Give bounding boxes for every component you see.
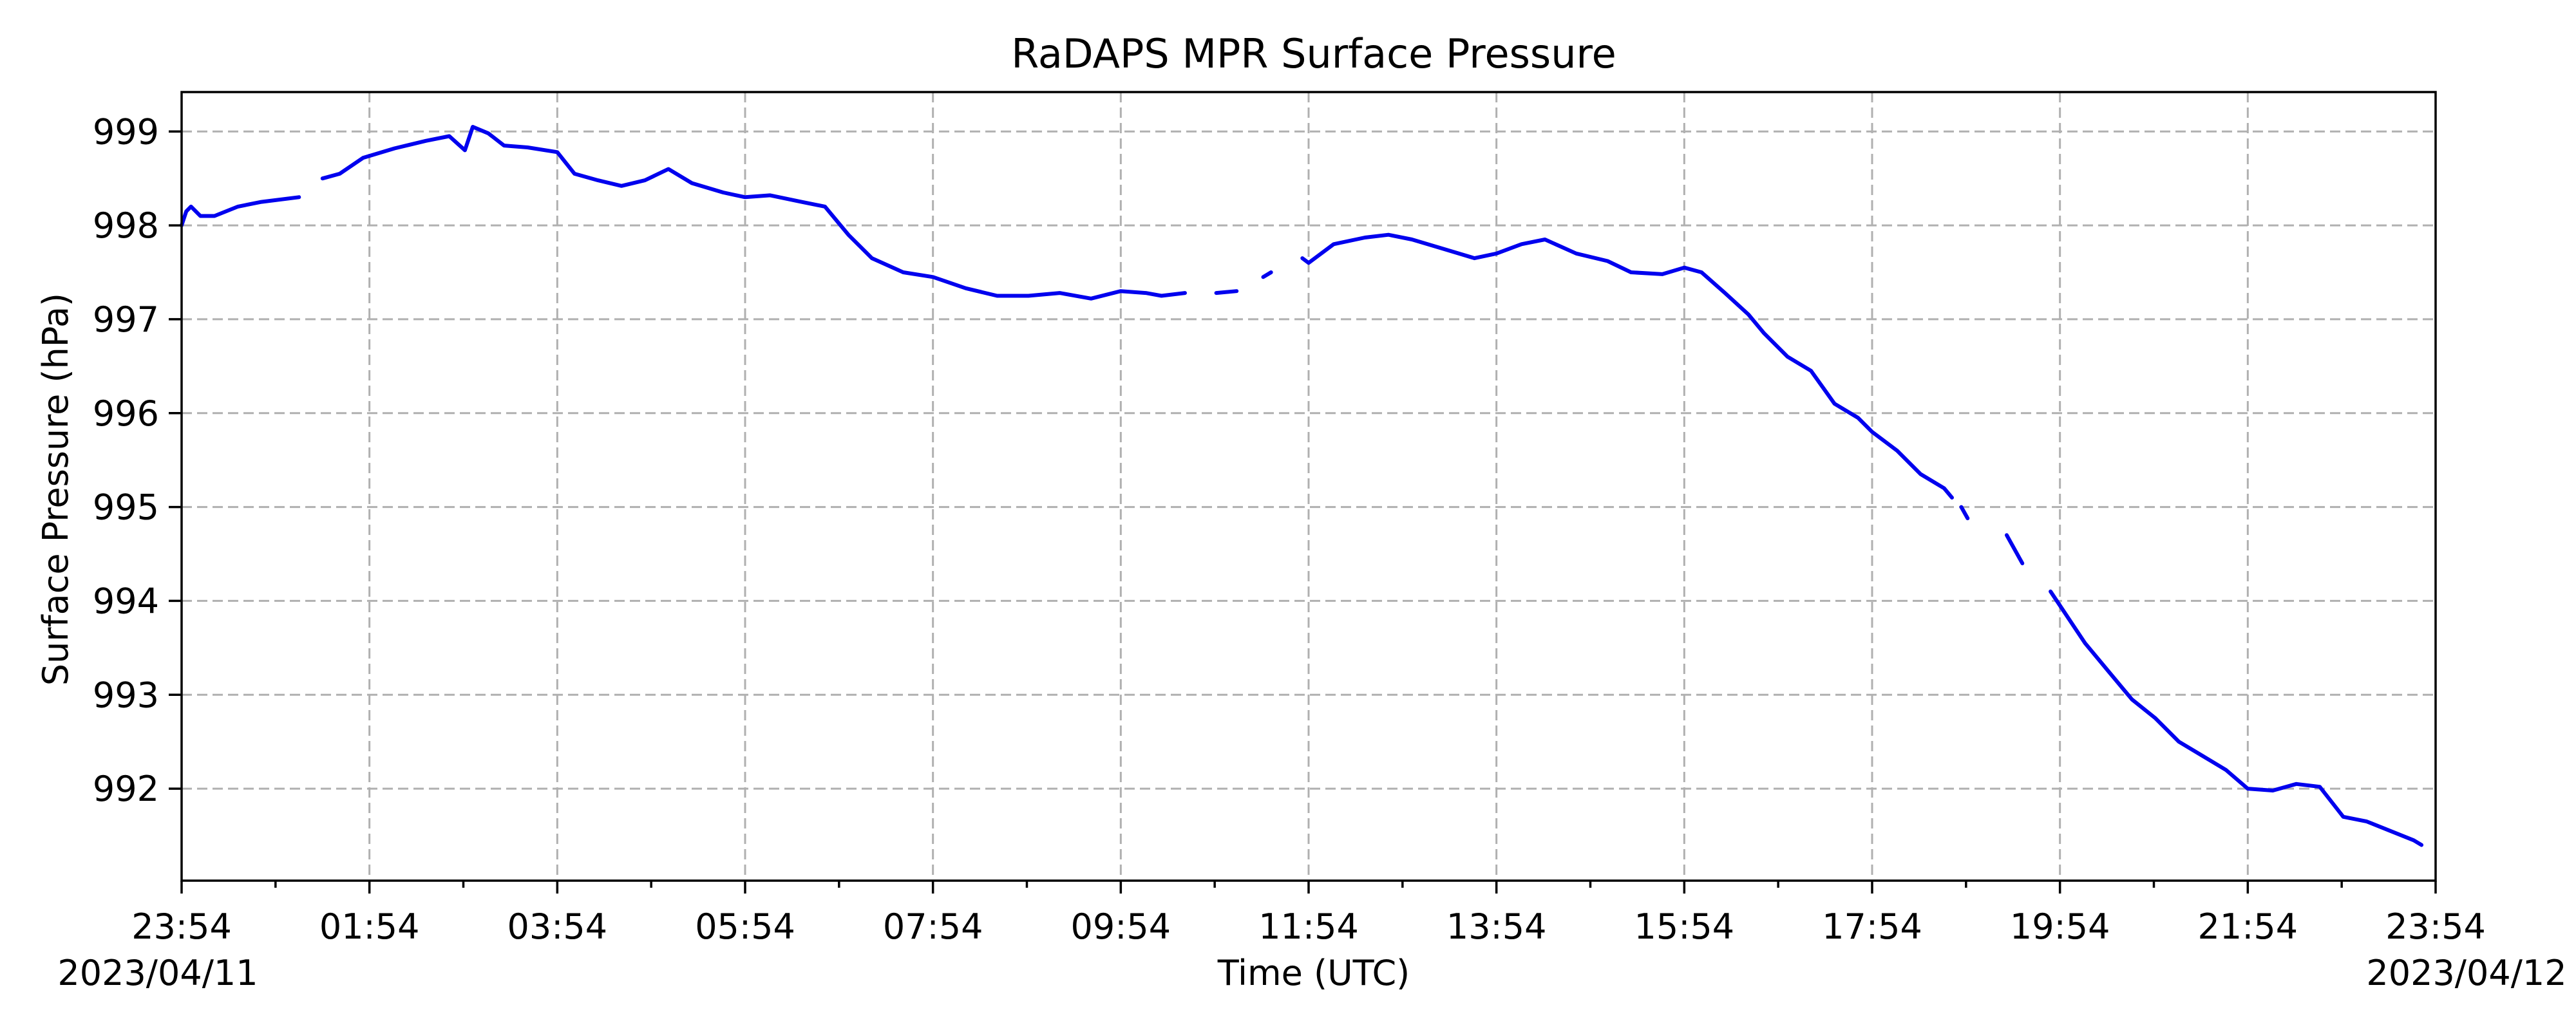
x-tick-label: 07:54 bbox=[883, 906, 983, 947]
y-tick-label: 997 bbox=[93, 299, 159, 340]
chart-title: RaDAPS MPR Surface Pressure bbox=[1011, 30, 1616, 77]
y-tick-label: 996 bbox=[93, 393, 159, 434]
x-tick-label: 01:54 bbox=[319, 906, 420, 947]
x-tick-label: 21:54 bbox=[2198, 906, 2298, 947]
x-end-date-label: 2023/04/12 bbox=[2366, 953, 2566, 993]
y-tick-label: 995 bbox=[93, 487, 159, 528]
pressure-line-segment bbox=[180, 195, 301, 228]
pressure-line-segment bbox=[1959, 505, 1970, 521]
y-axis-label: Surface Pressure (hPa) bbox=[35, 293, 76, 686]
pressure-line-segment bbox=[1214, 289, 1239, 295]
tick-layer: 23:54 01:54 03:54 05:54 07:54 09:54 11:54 13:54… bbox=[93, 111, 2486, 947]
pressure-line-segment bbox=[2049, 589, 2424, 847]
y-tick-label: 992 bbox=[93, 769, 159, 809]
x-tick-label: 17:54 bbox=[1822, 906, 1922, 947]
grid-layer bbox=[182, 92, 2436, 881]
y-tick-label: 993 bbox=[93, 675, 159, 715]
x-start-date-label: 2023/04/11 bbox=[57, 953, 258, 993]
x-tick-label: 23:54 bbox=[131, 906, 232, 947]
x-axis-label: Time (UTC) bbox=[1217, 953, 1410, 993]
x-tick-label: 05:54 bbox=[695, 906, 795, 947]
x-tick-label: 11:54 bbox=[1258, 906, 1359, 947]
pressure-line-segment bbox=[320, 125, 1187, 301]
y-tick-label: 999 bbox=[93, 111, 159, 152]
y-tick-label: 994 bbox=[93, 581, 159, 621]
pressure-line-segment bbox=[1300, 232, 1954, 500]
pressure-line-segment bbox=[2005, 533, 2025, 566]
x-tick-label: 19:54 bbox=[2010, 906, 2110, 947]
pressure-line-segment bbox=[1261, 270, 1273, 279]
x-tick-label: 09:54 bbox=[1071, 906, 1171, 947]
x-tick-label: 13:54 bbox=[1446, 906, 1547, 947]
x-tick-label: 15:54 bbox=[1634, 906, 1735, 947]
y-tick-label: 998 bbox=[93, 205, 159, 246]
x-tick-label: 23:54 bbox=[2385, 906, 2486, 947]
x-tick-label: 03:54 bbox=[507, 906, 608, 947]
series-layer bbox=[180, 125, 2424, 847]
